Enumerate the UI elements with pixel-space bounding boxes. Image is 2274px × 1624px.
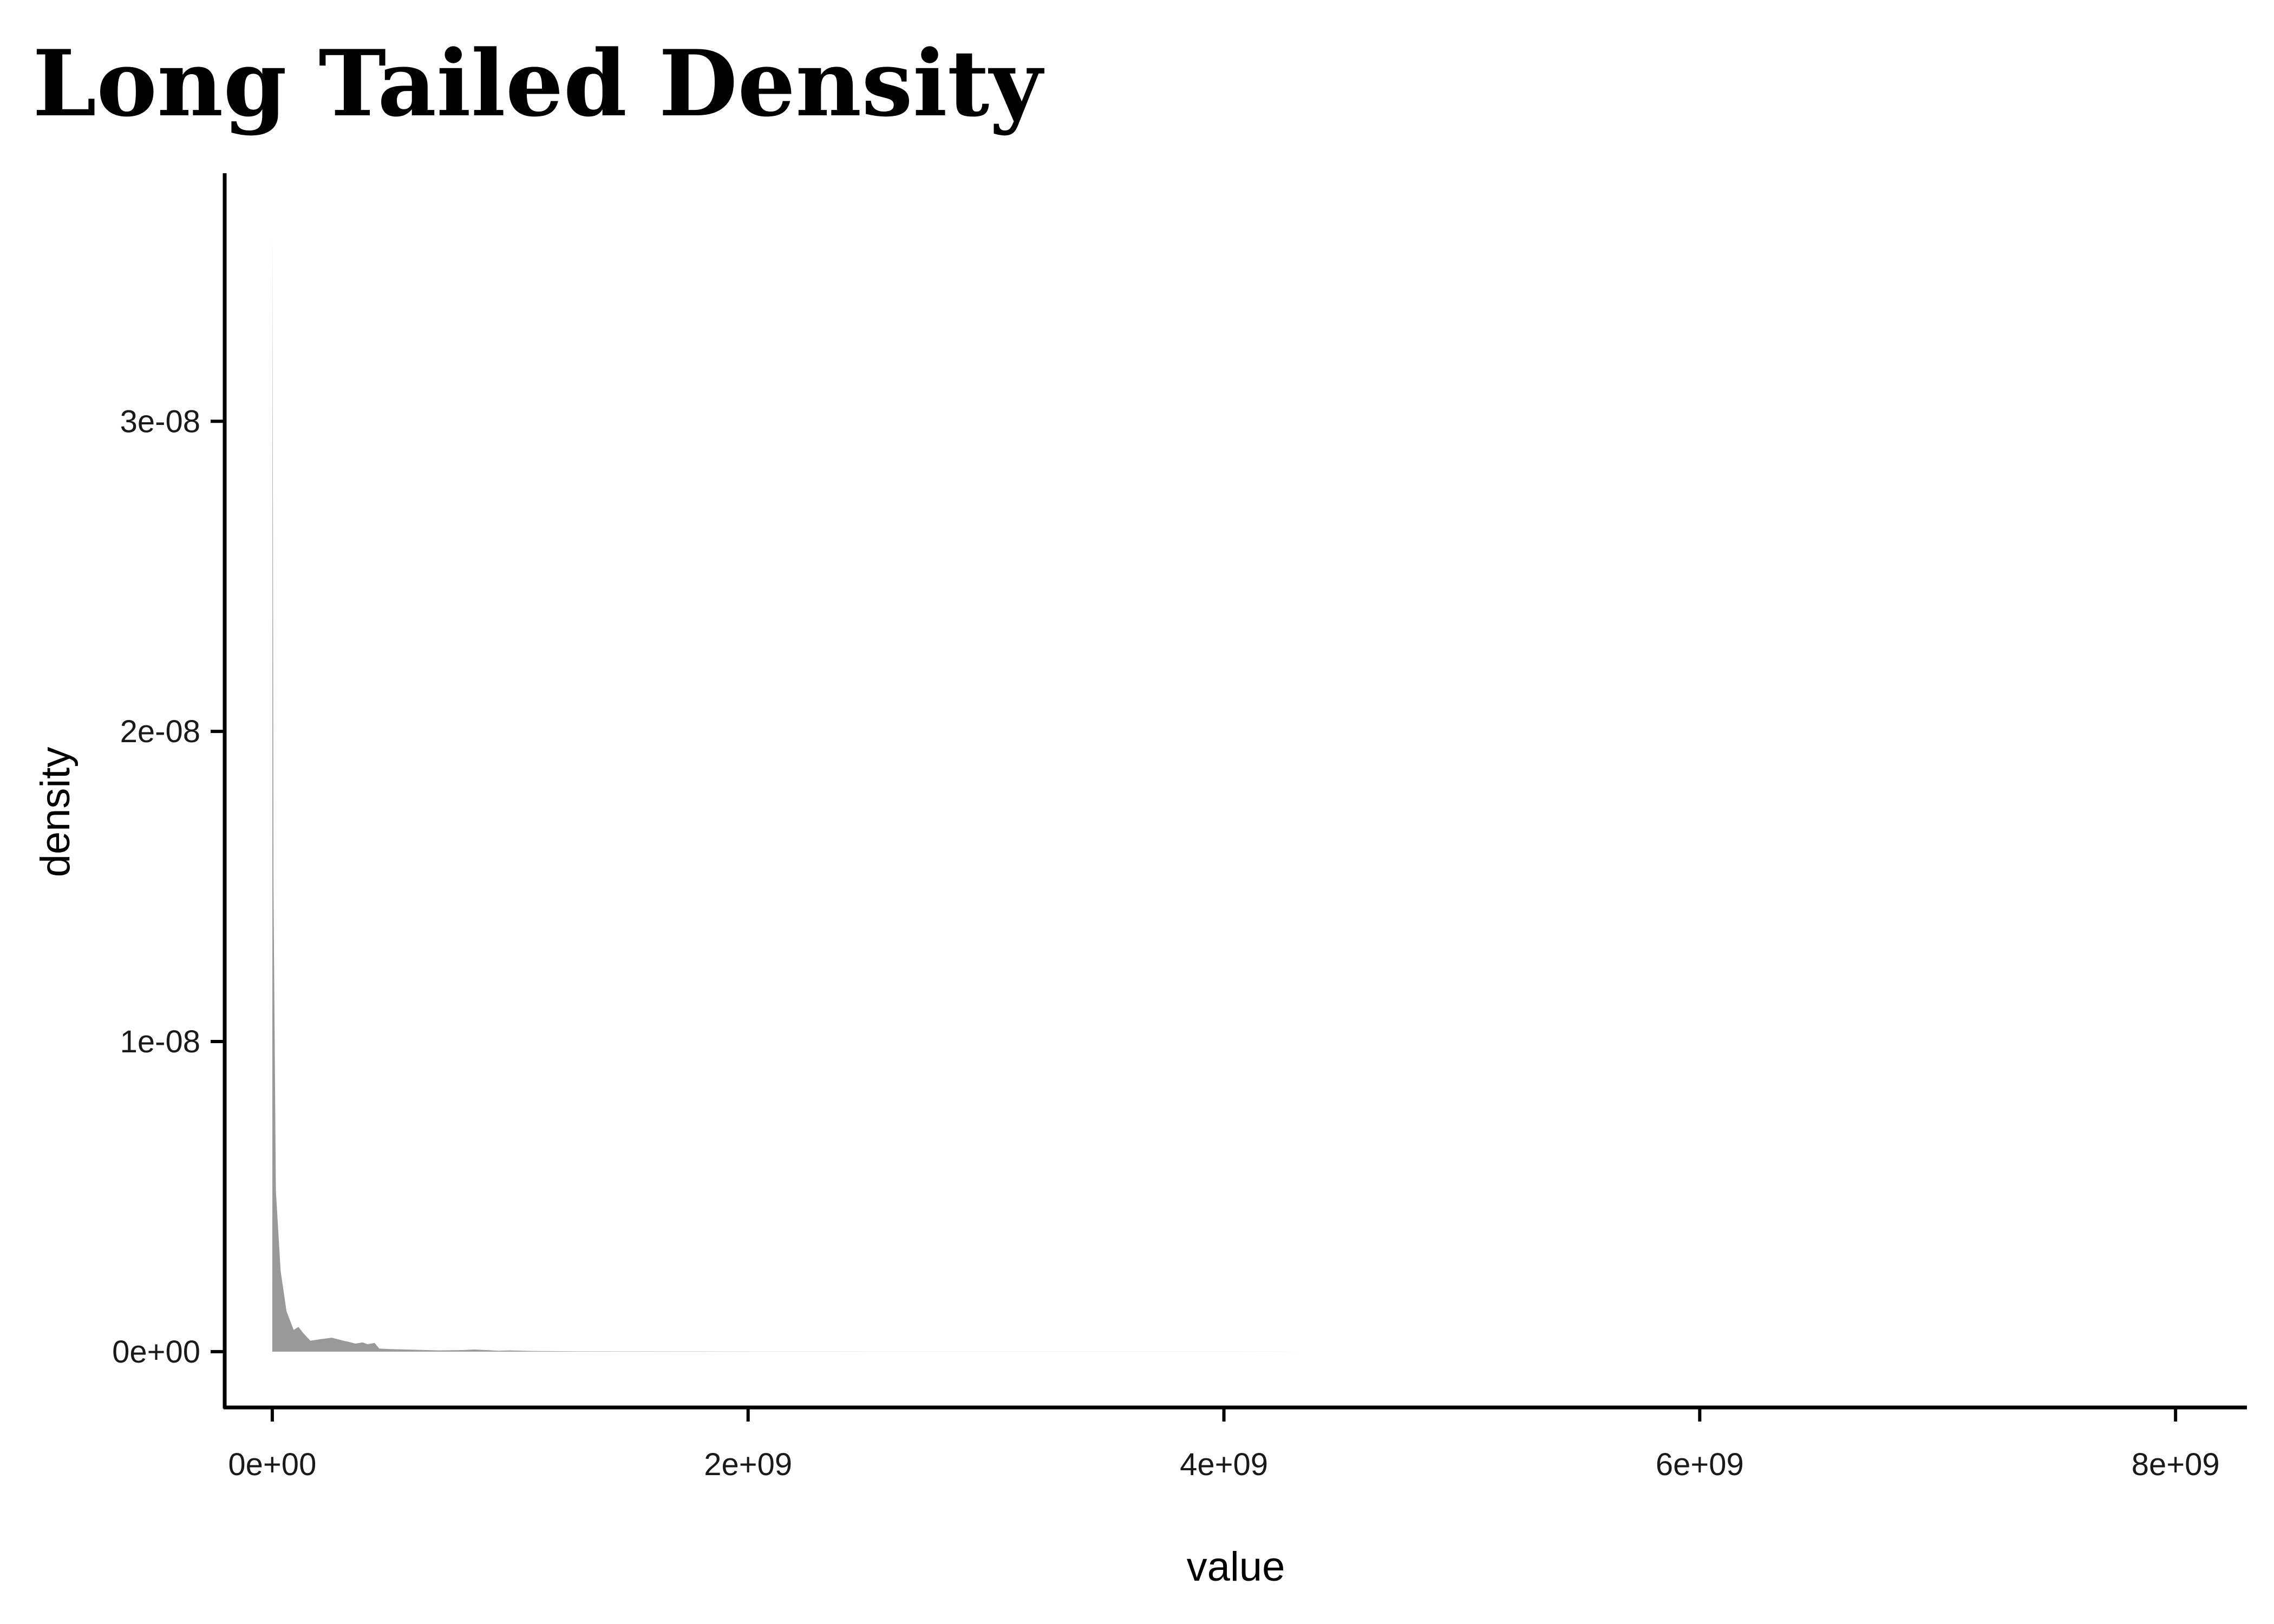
y-axis-title: density — [32, 747, 79, 878]
x-tick-label: 8e+09 — [2132, 1447, 2220, 1482]
density-area-0 — [272, 235, 2128, 1352]
y-tick-label: 0e+00 — [112, 1334, 200, 1370]
y-tick-label: 2e-08 — [120, 714, 200, 749]
chart-title: Long Tailed Density — [32, 30, 1042, 137]
y-tick-label: 3e-08 — [120, 404, 200, 439]
x-tick-label: 4e+09 — [1180, 1447, 1268, 1482]
ticks: 0e+00 2e+09 4e+09 6e+09 8e+09 0e+00 1e-08 2e-08… — [112, 404, 2220, 1482]
y-tick-label: 1e-08 — [120, 1024, 200, 1059]
x-tick-label: 0e+00 — [228, 1447, 316, 1482]
density-area-layer — [272, 235, 2128, 1352]
axes — [223, 173, 2247, 1410]
x-axis-title: value — [1187, 1544, 1285, 1590]
x-tick-label: 2e+09 — [704, 1447, 792, 1482]
x-tick-label: 6e+09 — [1656, 1447, 1744, 1482]
